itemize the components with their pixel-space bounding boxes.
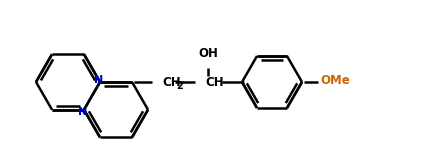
Text: OMe: OMe [320, 75, 350, 87]
Text: N: N [78, 107, 88, 117]
Text: 2: 2 [176, 81, 183, 91]
Text: N: N [94, 75, 104, 85]
Text: OH: OH [198, 47, 218, 60]
Text: CH: CH [205, 76, 224, 89]
Text: CH: CH [162, 76, 180, 89]
